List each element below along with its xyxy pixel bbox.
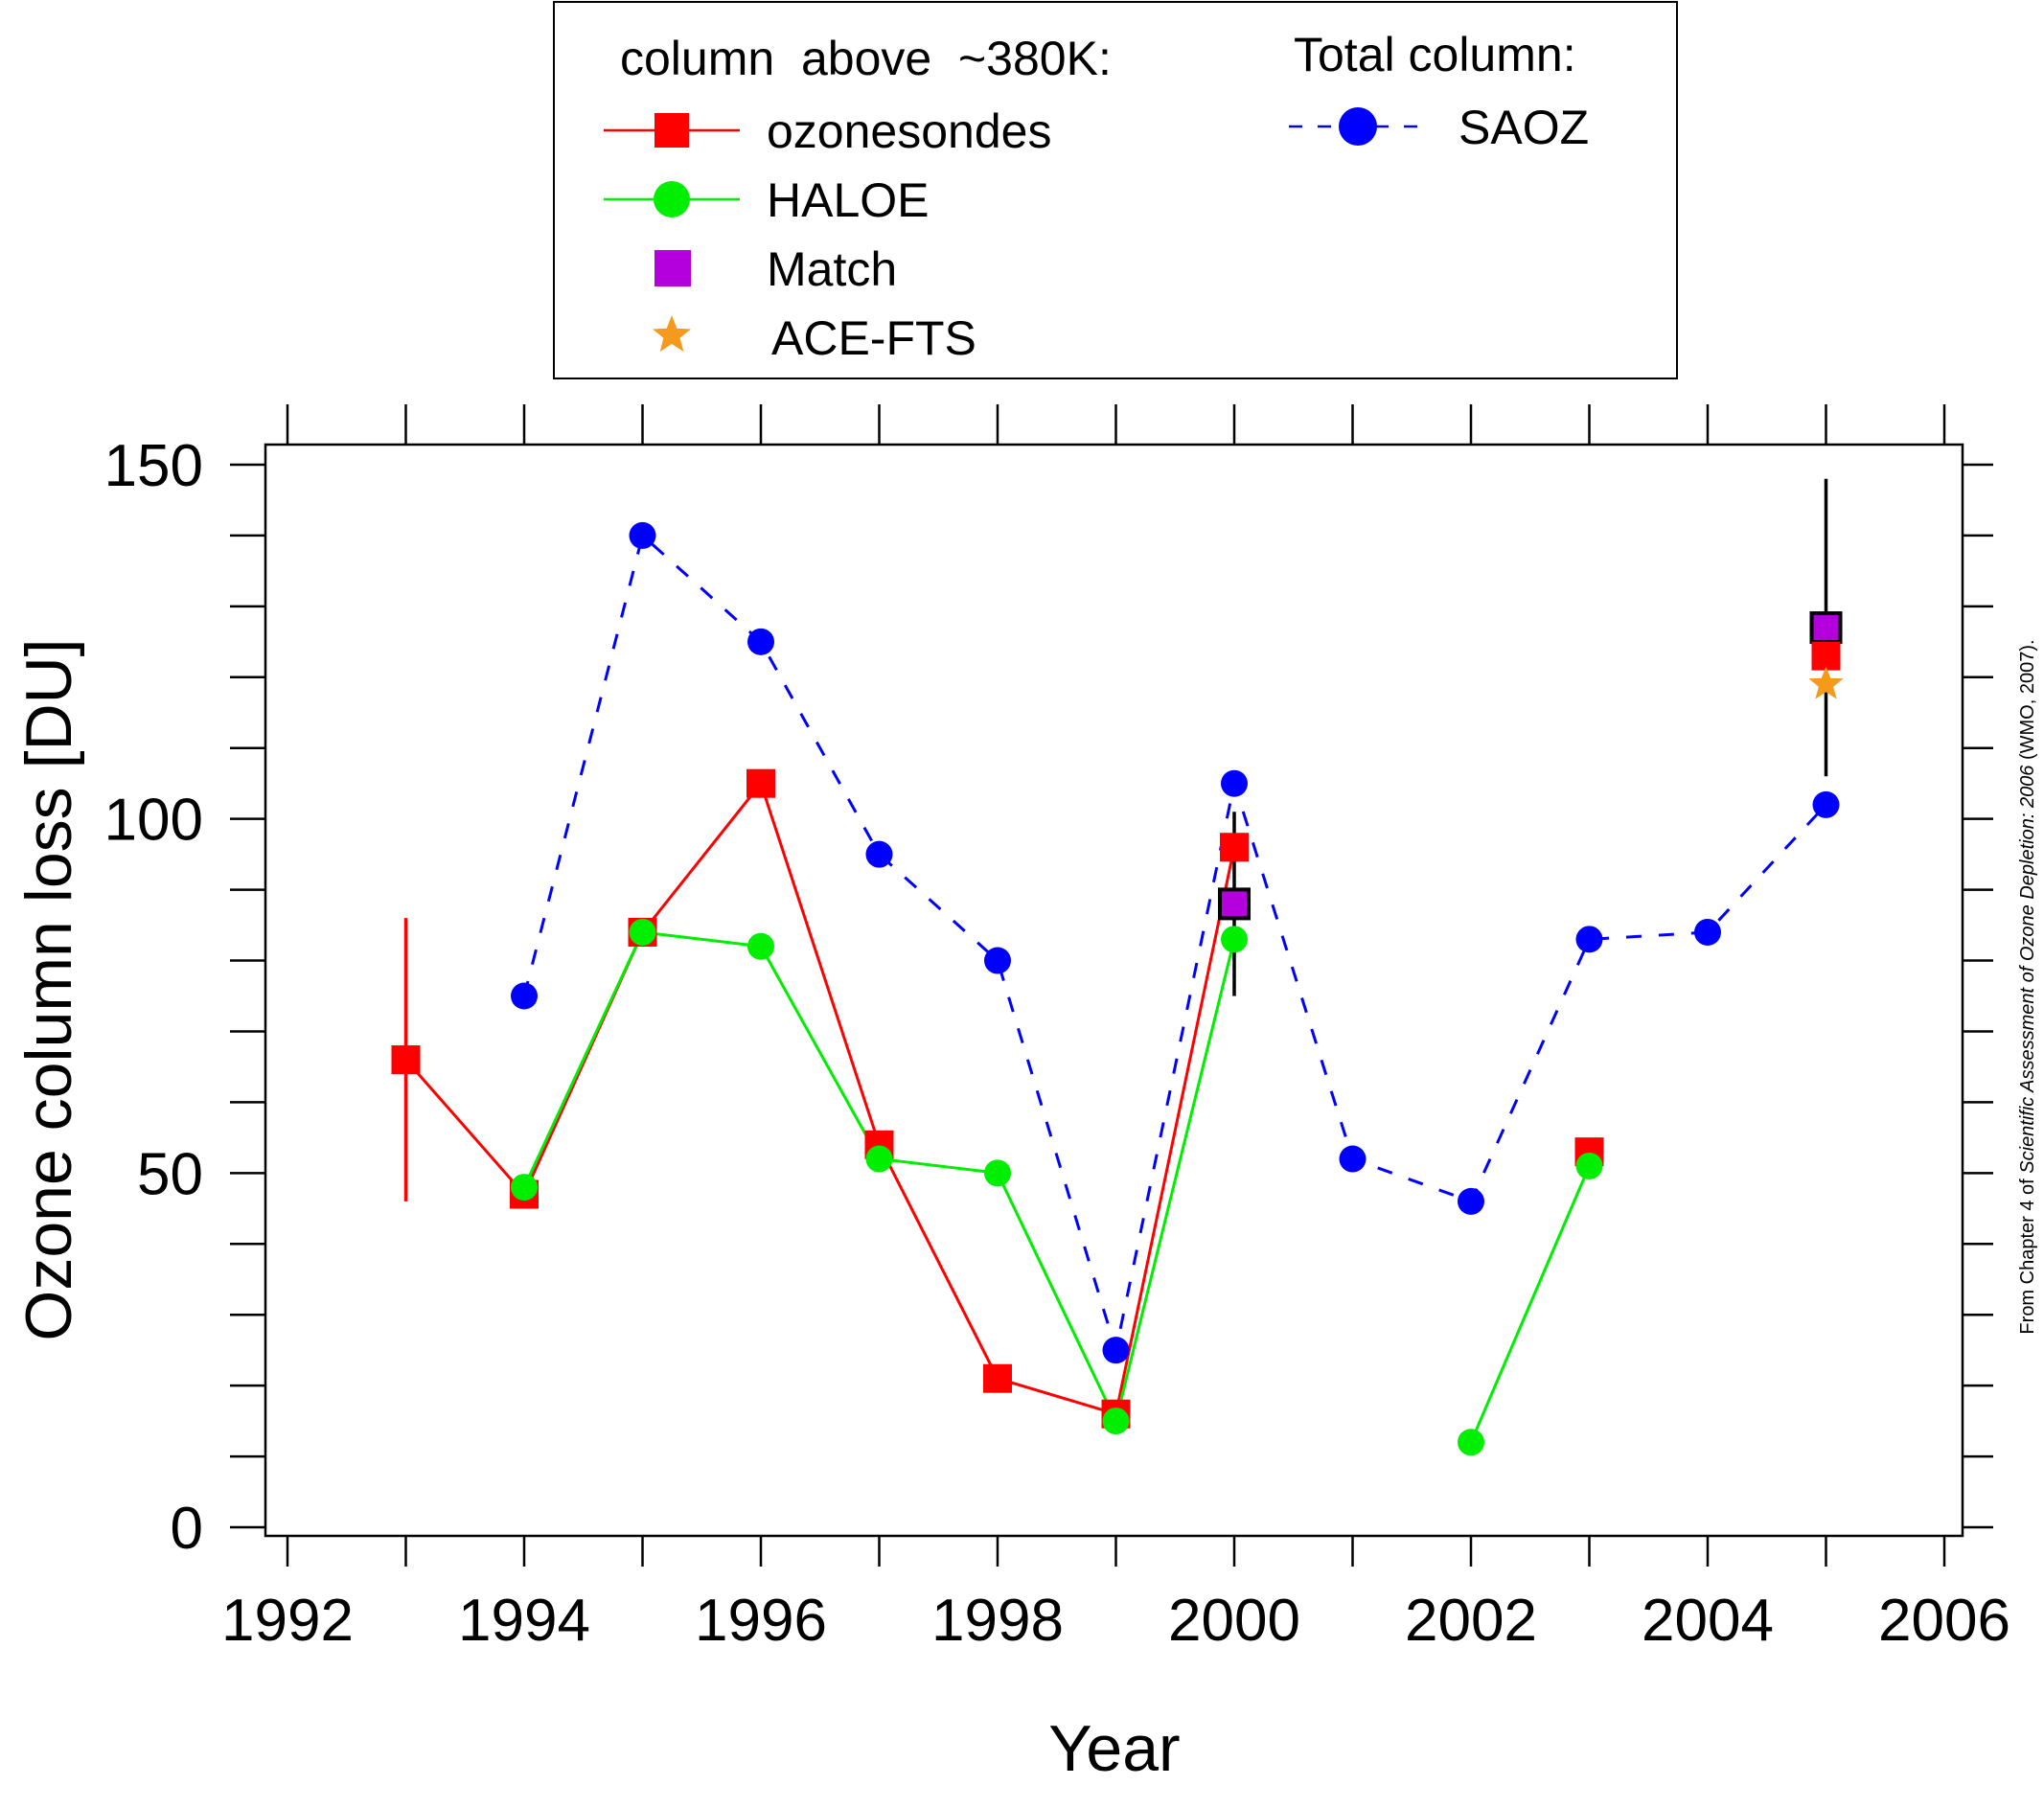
y-tick-label: 150 — [104, 433, 203, 499]
legend-marker-match — [655, 250, 691, 286]
x-tick-label: 1998 — [931, 1588, 1064, 1654]
credit-title: Scientific Assessment of Ozone Depletion… — [2017, 765, 2038, 1174]
series-line-saoz — [522, 533, 1827, 1351]
legend-entry-ace-fts: ACE-FTS — [653, 311, 976, 365]
data-point-haloe — [984, 1159, 1011, 1187]
legend-marker-ozonesondes — [655, 113, 689, 148]
legend-marker-haloe — [654, 181, 690, 217]
data-point-match — [1218, 887, 1251, 921]
data-point-saoz — [1221, 769, 1248, 797]
data-point-haloe — [511, 1174, 538, 1202]
legend-label-ozonesondes: ozonesondes — [767, 104, 1051, 158]
legend: column above ~380K: Total column: ozones… — [553, 1, 1678, 379]
data-point-saoz — [865, 840, 893, 868]
data-point-match — [1809, 611, 1843, 645]
plot-frame — [264, 443, 1964, 1538]
x-tick-label: 1994 — [458, 1588, 590, 1654]
data-point-haloe — [747, 932, 774, 960]
legend-label-saoz: SAOZ — [1458, 101, 1589, 154]
data-point-ozonesondes — [746, 768, 775, 798]
credit-prefix: From Chapter 4 of — [2017, 1174, 2038, 1335]
axes: 1992 1994 1996 1998 2000 2002 2004 2006 0 50 100 15… — [104, 404, 2010, 1654]
data-point-saoz — [984, 947, 1011, 974]
data-point-ace-fts — [1808, 666, 1844, 699]
y-tick-label: 100 — [104, 788, 203, 854]
legend-group2-title: Total column: — [1294, 28, 1576, 81]
legend-entry-match: Match — [655, 242, 897, 296]
legend-label-haloe: HALOE — [767, 173, 930, 227]
legend-label-match: Match — [767, 242, 897, 296]
y-tick-label: 0 — [171, 1496, 203, 1562]
data-point-haloe — [1221, 926, 1248, 953]
data-point-ozonesondes — [1811, 641, 1841, 671]
x-tick-label: 1992 — [221, 1588, 354, 1654]
data-point-saoz — [1339, 1145, 1366, 1173]
data-point-haloe — [629, 918, 656, 946]
credit-suffix: (WMO, 2007). — [2017, 639, 2038, 765]
data-point-saoz — [1694, 918, 1721, 946]
data-series — [391, 478, 1844, 1456]
data-point-saoz — [629, 521, 656, 549]
x-tick-label: 1996 — [695, 1588, 827, 1654]
data-point-haloe — [1102, 1407, 1130, 1435]
data-point-saoz — [1102, 1337, 1130, 1364]
legend-group1-title: column above ~380K: — [620, 32, 1112, 85]
x-tick-label: 2006 — [1878, 1588, 2010, 1654]
credit-text: From Chapter 4 of Scientific Assessment … — [2017, 639, 2038, 1334]
data-point-saoz — [1458, 1187, 1484, 1215]
x-tick-label: 2002 — [1405, 1588, 1537, 1654]
data-point-haloe — [1458, 1429, 1484, 1456]
series-line-haloe — [1469, 1165, 1591, 1443]
legend-label-ace-fts: ACE-FTS — [771, 311, 976, 365]
data-point-haloe — [1575, 1152, 1603, 1179]
data-point-saoz — [511, 982, 538, 1010]
x-tick-label: 2004 — [1642, 1588, 1774, 1654]
data-point-ozonesondes — [391, 1045, 421, 1075]
y-tick-label: 50 — [137, 1141, 203, 1207]
x-tick-label: 2000 — [1168, 1588, 1300, 1654]
data-point-ozonesondes — [983, 1363, 1012, 1393]
data-point-saoz — [747, 628, 774, 655]
data-point-haloe — [865, 1145, 893, 1173]
legend-entry-haloe: HALOE — [604, 173, 930, 227]
x-axis-label: Year — [1048, 1712, 1180, 1785]
data-point-saoz — [1812, 790, 1840, 818]
legend-frame — [553, 1, 1678, 379]
legend-marker-ace-fts — [653, 315, 691, 352]
data-point-ozonesondes — [1220, 833, 1249, 862]
legend-marker-saoz — [1339, 107, 1377, 146]
series-line-ozonesondes — [404, 780, 1236, 1416]
legend-entry-ozonesondes: ozonesondes — [604, 104, 1051, 158]
y-axis-label: Ozone column loss [DU] — [12, 638, 85, 1340]
data-point-saoz — [1575, 926, 1603, 953]
legend-entry-saoz: SAOZ — [1289, 101, 1589, 154]
